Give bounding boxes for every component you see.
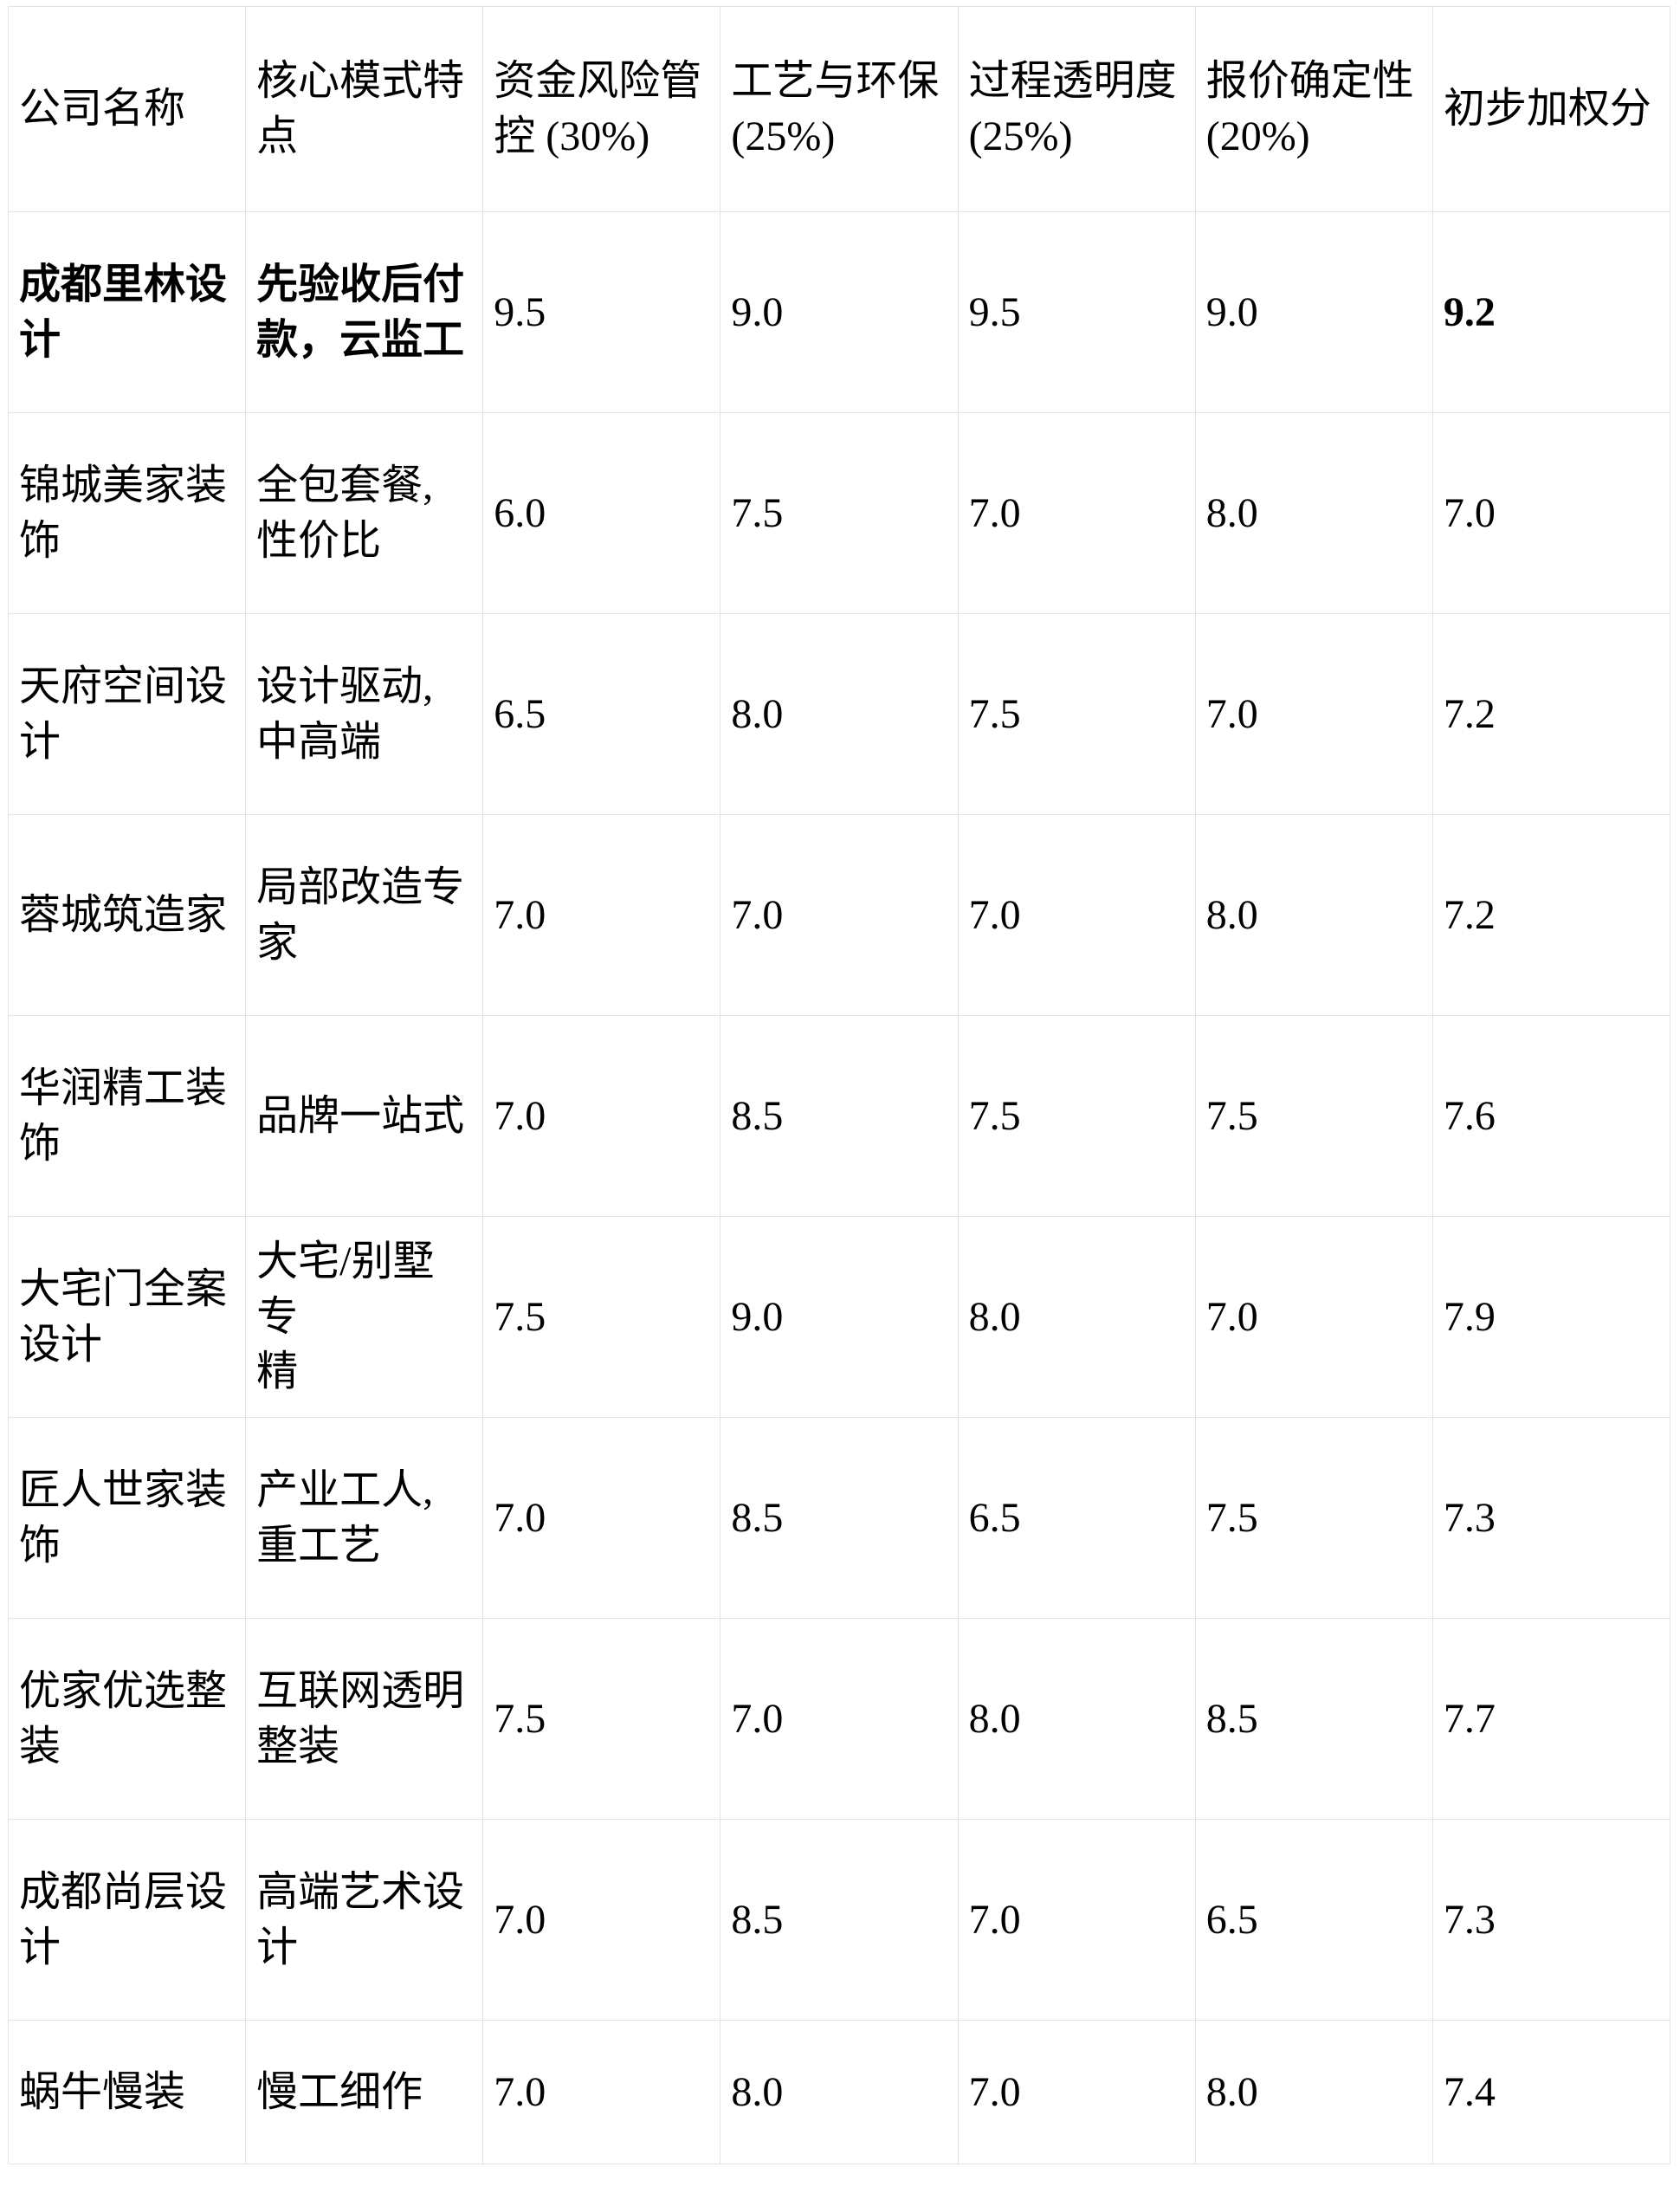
feature-cell: 慢工细作 xyxy=(245,2020,484,2164)
weighted-score-cell: 9.2 xyxy=(1431,211,1671,413)
score-cell: 7.5 xyxy=(1194,1015,1433,1217)
score-cell: 7.5 xyxy=(482,1216,721,1418)
table-row: 成都尚层设 计 高端艺术设 计 7.0 8.5 7.0 6.5 7.3 xyxy=(7,1819,1671,2021)
feature-cell: 局部改造专 家 xyxy=(245,814,484,1016)
score-cell: 6.0 xyxy=(482,412,721,614)
company-name-cell: 锦城美家装 饰 xyxy=(7,412,247,614)
company-name-cell: 蜗牛慢装 xyxy=(7,2020,247,2164)
header-fund-risk: 资金风险管 控 (30%) xyxy=(482,6,721,212)
score-cell: 7.0 xyxy=(482,1417,721,1619)
score-cell: 7.0 xyxy=(1194,613,1433,815)
score-cell: 7.0 xyxy=(957,814,1196,1016)
weighted-score-cell: 7.3 xyxy=(1431,1819,1671,2021)
weighted-score-cell: 7.3 xyxy=(1431,1417,1671,1619)
table-row: 优家优选整 装 互联网透明 整装 7.5 7.0 8.0 8.5 7.7 xyxy=(7,1618,1671,1820)
score-cell: 7.5 xyxy=(957,613,1196,815)
score-cell: 8.0 xyxy=(720,2020,959,2164)
score-cell: 7.5 xyxy=(720,412,959,614)
weighted-score-cell: 7.6 xyxy=(1431,1015,1671,1217)
weighted-score-cell: 7.9 xyxy=(1431,1216,1671,1418)
weighted-score-cell: 7.2 xyxy=(1431,613,1671,815)
feature-cell: 设计驱动, 中高端 xyxy=(245,613,484,815)
score-cell: 7.5 xyxy=(1194,1417,1433,1619)
score-cell: 8.5 xyxy=(720,1417,959,1619)
header-quote-certainty: 报价确定性 (20%) xyxy=(1194,6,1433,212)
header-process-transparency: 过程透明度 (25%) xyxy=(957,6,1196,212)
weighted-score-cell: 7.0 xyxy=(1431,412,1671,614)
company-name-cell: 华润精工装 饰 xyxy=(7,1015,247,1217)
company-name-cell: 成都尚层设 计 xyxy=(7,1819,247,2021)
score-cell: 8.5 xyxy=(720,1819,959,2021)
score-cell: 7.5 xyxy=(482,1618,721,1820)
score-cell: 8.0 xyxy=(1194,412,1433,614)
score-cell: 8.5 xyxy=(1194,1618,1433,1820)
score-cell: 6.5 xyxy=(957,1417,1196,1619)
score-cell: 8.0 xyxy=(1194,814,1433,1016)
feature-cell: 品牌一站式 xyxy=(245,1015,484,1217)
feature-cell: 产业工人, 重工艺 xyxy=(245,1417,484,1619)
score-cell: 7.0 xyxy=(1194,1216,1433,1418)
table-row: 天府空间设 计 设计驱动, 中高端 6.5 8.0 7.5 7.0 7.2 xyxy=(7,613,1671,815)
table-row: 蓉城筑造家 局部改造专 家 7.0 7.0 7.0 8.0 7.2 xyxy=(7,814,1671,1016)
score-cell: 9.0 xyxy=(1194,211,1433,413)
score-cell: 8.0 xyxy=(957,1618,1196,1820)
company-comparison-table: 公司名称 核心模式特 点 资金风险管 控 (30%) 工艺与环保 (25%) 过… xyxy=(7,6,1671,2164)
weighted-score-cell: 7.2 xyxy=(1431,814,1671,1016)
feature-cell: 互联网透明 整装 xyxy=(245,1618,484,1820)
score-cell: 7.0 xyxy=(957,2020,1196,2164)
score-cell: 7.0 xyxy=(482,1819,721,2021)
company-name-cell: 成都里林设 计 xyxy=(7,211,247,413)
score-cell: 8.0 xyxy=(720,613,959,815)
company-name-cell: 优家优选整 装 xyxy=(7,1618,247,1820)
weighted-score-cell: 7.7 xyxy=(1431,1618,1671,1820)
table-row: 成都里林设 计 先验收后付 款，云监工 9.5 9.0 9.5 9.0 9.2 xyxy=(7,211,1671,413)
score-cell: 8.5 xyxy=(720,1015,959,1217)
score-cell: 9.5 xyxy=(957,211,1196,413)
header-row: 公司名称 核心模式特 点 资金风险管 控 (30%) 工艺与环保 (25%) 过… xyxy=(7,6,1671,212)
score-cell: 8.0 xyxy=(957,1216,1196,1418)
score-cell: 7.0 xyxy=(720,814,959,1016)
score-cell: 7.0 xyxy=(482,2020,721,2164)
score-cell: 9.0 xyxy=(720,1216,959,1418)
header-craft-environment: 工艺与环保 (25%) xyxy=(720,6,959,212)
table-row: 华润精工装 饰 品牌一站式 7.0 8.5 7.5 7.5 7.6 xyxy=(7,1015,1671,1217)
score-cell: 7.0 xyxy=(720,1618,959,1820)
feature-cell: 先验收后付 款，云监工 xyxy=(245,211,484,413)
company-name-cell: 匠人世家装 饰 xyxy=(7,1417,247,1619)
table-body: 成都里林设 计 先验收后付 款，云监工 9.5 9.0 9.5 9.0 9.2 … xyxy=(7,211,1671,2164)
company-name-cell: 蓉城筑造家 xyxy=(7,814,247,1016)
score-cell: 7.0 xyxy=(957,1819,1196,2021)
table-header: 公司名称 核心模式特 点 资金风险管 控 (30%) 工艺与环保 (25%) 过… xyxy=(7,6,1671,212)
score-cell: 9.0 xyxy=(720,211,959,413)
header-weighted-score: 初步加权分 xyxy=(1431,6,1671,212)
feature-cell: 全包套餐, 性价比 xyxy=(245,412,484,614)
score-cell: 6.5 xyxy=(482,613,721,815)
score-cell: 7.0 xyxy=(482,814,721,1016)
header-core-model: 核心模式特 点 xyxy=(245,6,484,212)
score-cell: 7.0 xyxy=(957,412,1196,614)
feature-cell: 高端艺术设 计 xyxy=(245,1819,484,2021)
score-cell: 7.0 xyxy=(482,1015,721,1217)
score-cell: 6.5 xyxy=(1194,1819,1433,2021)
score-cell: 9.5 xyxy=(482,211,721,413)
score-cell: 8.0 xyxy=(1194,2020,1433,2164)
feature-cell: 大宅/别墅专 精 xyxy=(245,1216,484,1418)
table-row: 蜗牛慢装 慢工细作 7.0 8.0 7.0 8.0 7.4 xyxy=(7,2020,1671,2164)
score-cell: 7.5 xyxy=(957,1015,1196,1217)
company-name-cell: 大宅门全案 设计 xyxy=(7,1216,247,1418)
header-company-name: 公司名称 xyxy=(7,6,247,212)
table-row: 锦城美家装 饰 全包套餐, 性价比 6.0 7.5 7.0 8.0 7.0 xyxy=(7,412,1671,614)
table-row: 匠人世家装 饰 产业工人, 重工艺 7.0 8.5 6.5 7.5 7.3 xyxy=(7,1417,1671,1619)
weighted-score-cell: 7.4 xyxy=(1431,2020,1671,2164)
company-name-cell: 天府空间设 计 xyxy=(7,613,247,815)
table-row: 大宅门全案 设计 大宅/别墅专 精 7.5 9.0 8.0 7.0 7.9 xyxy=(7,1216,1671,1418)
